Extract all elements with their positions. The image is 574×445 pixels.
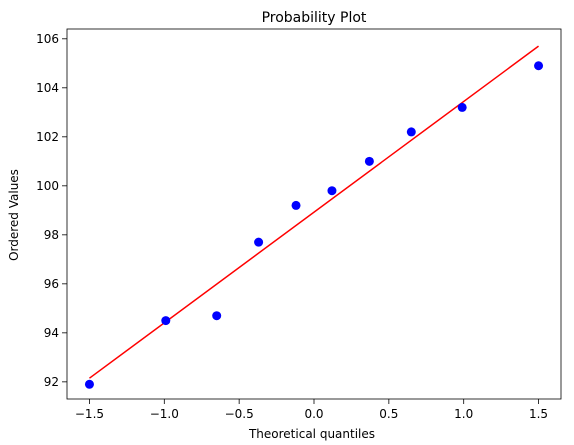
y-tick-label: 106 xyxy=(36,32,59,46)
y-tick-label: 104 xyxy=(36,81,59,95)
y-tick-label: 98 xyxy=(44,228,59,242)
x-tick-label: 0.5 xyxy=(379,407,398,421)
x-tick-label: 1.5 xyxy=(529,407,548,421)
data-point xyxy=(254,237,264,247)
y-tick-label: 102 xyxy=(36,130,59,144)
data-point xyxy=(534,61,544,71)
chart-title: Probability Plot xyxy=(262,10,367,26)
y-tick-label: 100 xyxy=(36,179,59,193)
y-axis-ticks: 92 94 96 98 100 102 104 106 xyxy=(36,32,67,389)
x-tick-label: 1.0 xyxy=(454,407,473,421)
data-points-layer xyxy=(84,61,544,389)
y-tick-label: 96 xyxy=(44,277,59,291)
x-tick-label: 0.0 xyxy=(304,407,323,421)
y-axis-title: Ordered Values xyxy=(7,169,21,261)
data-point xyxy=(161,316,171,326)
data-point xyxy=(364,156,374,166)
y-tick-label: 92 xyxy=(44,375,59,389)
x-axis-ticks: −1.5 −1.0 −0.5 0.0 0.5 1.0 1.5 xyxy=(75,399,548,421)
y-tick-label: 94 xyxy=(44,326,59,340)
data-point xyxy=(327,186,337,196)
data-point xyxy=(457,102,467,112)
data-point xyxy=(84,379,94,389)
x-tick-label: −1.0 xyxy=(150,407,179,421)
x-tick-label: −0.5 xyxy=(225,407,254,421)
data-point xyxy=(212,311,222,321)
x-axis-title: Theoretical quantiles xyxy=(248,427,375,441)
data-point xyxy=(291,200,301,210)
x-tick-label: −1.5 xyxy=(75,407,104,421)
data-point xyxy=(406,127,416,137)
